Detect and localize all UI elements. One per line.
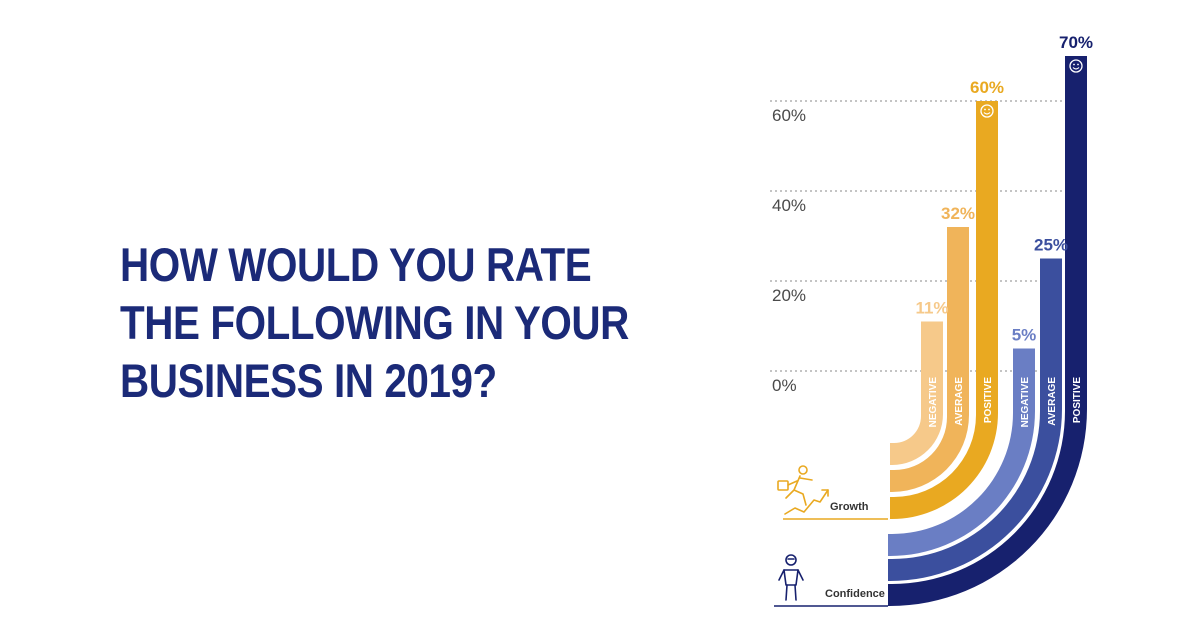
bar-growth-positive — [890, 101, 998, 519]
grid-layer: 0% 20% 40% 60% — [770, 100, 1090, 395]
data-label: 32% — [941, 204, 975, 223]
category-label: AVERAGE — [1047, 377, 1058, 426]
data-label: 11% — [915, 299, 948, 318]
bar-confidence-positive — [888, 56, 1087, 606]
y-tick-label: 0% — [772, 376, 797, 395]
data-label: 5% — [1012, 326, 1037, 345]
y-tick-label: 40% — [772, 196, 806, 215]
headline-line-2: THE FOLLOWING IN YOUR — [120, 296, 629, 349]
running-businessman-icon — [777, 465, 829, 515]
bar-growth-average — [890, 227, 969, 492]
y-tick-label: 60% — [772, 106, 806, 125]
smiley-icon — [1069, 59, 1083, 73]
confidence-label: Confidence — [825, 588, 885, 600]
category-label: NEGATIVE — [1020, 377, 1031, 428]
bar-confidence-average — [888, 258, 1062, 581]
bars-layer — [888, 56, 1087, 606]
headline-line-1: HOW WOULD YOU RATE — [120, 238, 592, 291]
smiley-icon — [980, 104, 994, 118]
bar-growth-negative — [890, 321, 943, 465]
page-title: HOW WOULD YOU RATE THE FOLLOWING IN YOUR… — [120, 236, 629, 410]
growth-label: Growth — [830, 501, 869, 513]
headline-line-3: BUSINESS IN 2019? — [120, 354, 497, 407]
data-label: 60% — [970, 78, 1004, 97]
data-label: 70% — [1059, 33, 1093, 52]
category-label: POSITIVE — [983, 377, 994, 423]
standing-person-icon — [778, 554, 804, 601]
data-label: 25% — [1034, 236, 1068, 255]
category-label: NEGATIVE — [928, 377, 939, 428]
labels-layer: 11% NEGATIVE 32% AVERAGE 60% POSITIVE 5% NEGATI… — [915, 33, 1093, 427]
y-tick-label: 20% — [772, 286, 806, 305]
category-label: POSITIVE — [1072, 377, 1083, 423]
bar-confidence-negative — [888, 348, 1035, 556]
category-label: AVERAGE — [954, 377, 965, 426]
